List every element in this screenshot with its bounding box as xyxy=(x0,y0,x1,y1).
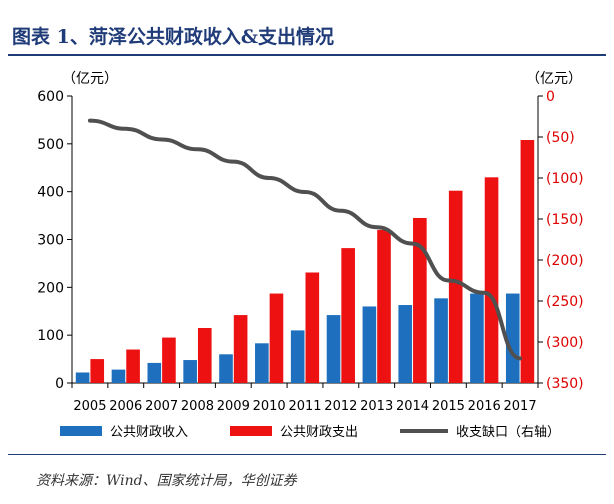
bar-revenue xyxy=(255,343,269,383)
left-tick-label: 600 xyxy=(37,89,64,105)
bar-revenue xyxy=(111,369,126,383)
source-divider xyxy=(8,454,606,455)
legend-swatch-revenue xyxy=(60,425,102,436)
bar-expenditure xyxy=(413,217,427,383)
bar-revenue xyxy=(434,298,448,383)
bar-revenue xyxy=(147,362,162,383)
legend-item-gap: 收支缺口（右轴） xyxy=(400,421,560,440)
bar-expenditure xyxy=(305,272,320,383)
bar-revenue xyxy=(75,372,90,383)
bar-expenditure xyxy=(90,359,105,383)
chart-canvas: 0 100 200 300 400 500 600 0 (50) (100) (150) (200) (… xyxy=(37,89,584,414)
bar-expenditure xyxy=(377,229,391,383)
x-tick-label: 2005 xyxy=(73,399,106,414)
x-tick-label: 2017 xyxy=(504,399,537,414)
right-tick-label: (150) xyxy=(546,212,584,228)
x-tick-label: 2016 xyxy=(468,399,501,414)
bar-expenditure xyxy=(162,337,176,383)
bar-expenditure xyxy=(448,190,463,383)
right-tick-label: (50) xyxy=(546,130,575,146)
bar-expenditure xyxy=(484,177,499,383)
bar-revenue xyxy=(326,315,341,383)
right-tick-label: (100) xyxy=(546,171,584,187)
source-note: 资料来源：Wind、国家统计局，华创证券 xyxy=(36,473,297,489)
right-tick-label: (200) xyxy=(546,253,584,269)
x-tick-label: 2015 xyxy=(432,399,465,414)
bar-revenue xyxy=(505,293,520,383)
bar-expenditure xyxy=(126,349,140,383)
x-tick-label: 2012 xyxy=(324,399,357,414)
right-tick-label: 0 xyxy=(546,89,555,105)
x-tick-label: 2013 xyxy=(360,399,393,414)
legend-item-revenue: 公共财政收入 xyxy=(60,421,188,440)
right-tick-label: (300) xyxy=(546,335,584,351)
bar-expenditure xyxy=(269,293,284,383)
x-tick-label: 2011 xyxy=(288,399,321,414)
left-tick-label: 300 xyxy=(37,233,64,249)
legend-label-expenditure: 公共财政支出 xyxy=(280,425,359,440)
bar-expenditure xyxy=(197,327,212,383)
bar-revenue xyxy=(470,293,484,383)
bar-expenditure xyxy=(341,248,355,383)
x-tick-label: 2010 xyxy=(253,399,286,414)
legend-swatch-expenditure xyxy=(230,425,272,436)
left-tick-label: 200 xyxy=(37,280,64,296)
x-tick-label: 2006 xyxy=(109,399,142,414)
bar-expenditure xyxy=(233,315,248,383)
bar-revenue xyxy=(219,354,233,383)
right-tick-label: (350) xyxy=(546,376,584,392)
bar-revenue xyxy=(362,306,377,383)
bar-revenue xyxy=(183,360,197,383)
x-tick-label: 2007 xyxy=(145,399,178,414)
left-tick-label: 0 xyxy=(55,376,64,392)
left-tick-label: 400 xyxy=(37,185,64,201)
line-fiscal-gap xyxy=(87,118,523,361)
legend-item-expenditure: 公共财政支出 xyxy=(230,421,358,440)
left-tick-label: 500 xyxy=(37,137,64,153)
title-divider xyxy=(8,54,606,56)
x-tick-label: 2008 xyxy=(181,399,214,414)
legend-swatch-gap xyxy=(400,428,448,433)
left-axis-unit: （亿元） xyxy=(62,71,118,87)
right-axis-unit: （亿元） xyxy=(526,71,582,87)
legend-label-gap: 收支缺口（右轴） xyxy=(456,425,561,440)
x-tick-label: 2014 xyxy=(396,399,429,414)
bar-revenue xyxy=(398,305,413,383)
legend-label-revenue: 公共财政收入 xyxy=(110,425,189,440)
right-tick-label: (250) xyxy=(546,294,584,310)
x-tick-label: 2009 xyxy=(217,399,250,414)
bar-expenditure xyxy=(520,140,535,383)
bar-revenue xyxy=(290,330,305,383)
left-tick-label: 100 xyxy=(37,328,64,344)
chart-title: 图表 1、菏泽公共财政收入&支出情况 xyxy=(12,26,334,48)
